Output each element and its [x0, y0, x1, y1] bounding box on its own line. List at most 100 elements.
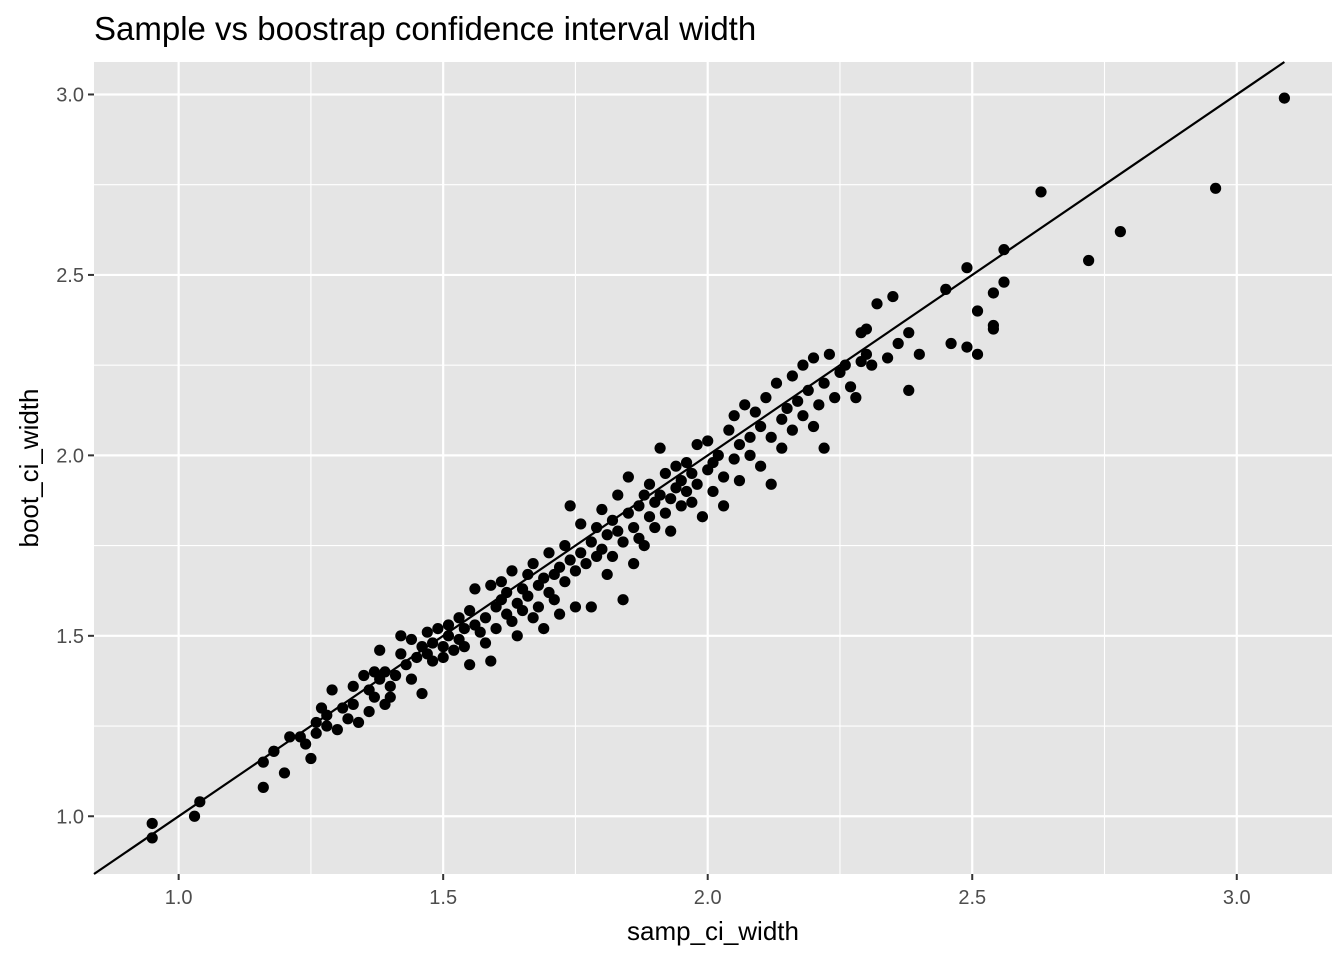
- data-point: [479, 612, 492, 624]
- data-point: [728, 410, 740, 422]
- data-point: [628, 521, 640, 534]
- data-point: [792, 395, 804, 407]
- data-point: [612, 489, 624, 501]
- data-point: [670, 460, 682, 472]
- data-point: [506, 615, 518, 627]
- data-point: [464, 659, 476, 671]
- data-point: [469, 583, 481, 595]
- data-point: [961, 262, 973, 274]
- data-point: [723, 424, 735, 436]
- data-point: [823, 348, 835, 360]
- data-point: [733, 438, 746, 451]
- data-point: [903, 384, 915, 397]
- data-point: [807, 352, 820, 364]
- data-point: [818, 442, 830, 454]
- data-point: [347, 680, 359, 692]
- data-point: [1210, 182, 1222, 194]
- data-point: [601, 529, 613, 541]
- data-point: [564, 554, 576, 566]
- data-point: [596, 503, 608, 516]
- data-point: [310, 727, 322, 739]
- data-point: [405, 673, 418, 685]
- data-point: [331, 724, 343, 736]
- data-point: [532, 601, 545, 613]
- x-axis-title: samp_ci_width: [627, 916, 799, 946]
- data-point: [707, 485, 719, 498]
- data-point: [829, 392, 841, 404]
- data-point: [575, 547, 587, 559]
- data-point: [358, 669, 370, 682]
- data-point: [765, 431, 777, 443]
- data-point: [389, 669, 402, 682]
- minor-gridlines: [94, 62, 1332, 874]
- data-point: [585, 536, 597, 548]
- data-point: [871, 298, 883, 310]
- data-point: [638, 539, 650, 552]
- data-point: [807, 420, 820, 433]
- identity-reference-line: [93, 61, 1286, 875]
- data-point: [744, 449, 756, 461]
- data-point: [464, 604, 476, 617]
- data-point: [458, 622, 470, 635]
- data-point: [527, 558, 539, 570]
- data-point: [606, 550, 619, 563]
- data-point: [654, 489, 666, 501]
- data-point: [813, 399, 825, 411]
- data-point: [749, 406, 761, 418]
- data-point: [448, 644, 460, 656]
- y-tick-label: 3.0: [56, 84, 84, 106]
- data-point: [453, 612, 465, 624]
- x-tick-label: 2.0: [694, 887, 722, 909]
- data-point: [421, 626, 433, 638]
- data-point: [506, 565, 518, 577]
- data-point: [998, 276, 1010, 288]
- data-point: [696, 511, 709, 523]
- data-point: [643, 511, 656, 523]
- data-point: [374, 644, 386, 656]
- x-tick-label: 1.5: [429, 887, 457, 909]
- data-point: [659, 467, 671, 480]
- data-point: [553, 608, 566, 620]
- y-tick-label: 2.5: [56, 265, 84, 287]
- data-point: [479, 637, 492, 649]
- data-point: [675, 500, 687, 512]
- data-point: [257, 781, 269, 793]
- data-point: [987, 323, 1000, 335]
- data-point: [887, 290, 899, 303]
- data-point: [569, 601, 582, 613]
- data-point: [628, 558, 640, 570]
- data-point: [300, 738, 312, 750]
- data-point: [776, 442, 788, 454]
- data-point: [1114, 226, 1126, 238]
- data-point: [961, 341, 973, 353]
- data-point: [188, 810, 201, 822]
- data-point: [363, 706, 375, 718]
- data-point: [617, 594, 629, 606]
- data-point: [844, 381, 857, 393]
- data-point: [437, 641, 449, 653]
- data-point: [770, 377, 783, 389]
- data-point: [881, 352, 894, 364]
- data-point: [490, 622, 502, 635]
- data-point: [913, 348, 925, 360]
- data-point: [543, 547, 555, 559]
- data-point: [553, 561, 566, 573]
- data-point: [612, 525, 624, 537]
- data-point: [516, 604, 529, 617]
- data-point: [1278, 92, 1290, 104]
- x-tick-label: 2.5: [958, 887, 986, 909]
- data-point: [617, 536, 629, 548]
- data-point: [538, 622, 550, 635]
- data-point: [538, 572, 550, 584]
- data-point: [643, 478, 656, 490]
- data-point: [945, 337, 957, 350]
- x-axis-ticks: 1.0 1.5 2.0 2.5 3.0: [165, 874, 1251, 909]
- data-point: [744, 431, 756, 443]
- data-point: [654, 442, 666, 454]
- data-point: [474, 626, 486, 638]
- data-point: [702, 435, 714, 447]
- data-point: [717, 471, 730, 483]
- data-point: [564, 500, 576, 512]
- data-point: [511, 630, 523, 642]
